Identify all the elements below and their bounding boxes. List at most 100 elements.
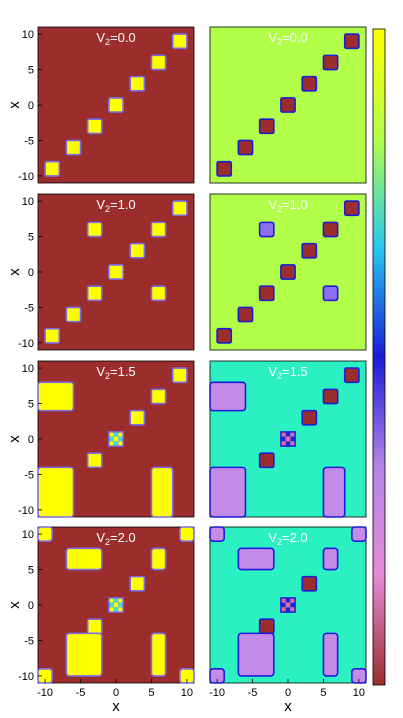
diag-block-left-r0-1 (65, 139, 82, 156)
checker-cell-right-r2-00 (280, 431, 286, 437)
ytick-label-r2: 5 (28, 399, 34, 411)
checker-cell-right-r3-22 (290, 607, 296, 613)
big-block-left-r2-0 (37, 466, 75, 518)
checker-cell-right-r3-11 (285, 602, 291, 608)
checker-cell-right-r2-11 (285, 436, 291, 442)
ytick-label-r0: 0 (28, 100, 34, 112)
checker-cell-left-r2-10 (113, 431, 119, 437)
diag-block-left-r1-4 (129, 242, 146, 259)
panel-title-right-r2: V2=1.5 (268, 364, 307, 381)
ytick-label-r3: -10 (18, 671, 34, 683)
panel-title-left-r1: V2=1.0 (96, 197, 135, 214)
y-axis-label-r2: x (6, 435, 23, 443)
diag-block-left-r1-0 (44, 327, 61, 344)
xtick-label-c1: 0 (285, 687, 291, 699)
checker-cell-left-r3-12 (113, 607, 119, 613)
diag-block-left-r2-0 (86, 452, 103, 469)
diag-block-right-r1-0 (216, 327, 233, 344)
ytick-label-r2: 0 (28, 434, 34, 446)
checker-cell-right-r2-10 (285, 431, 291, 437)
checker-cell-left-r2-22 (118, 441, 124, 447)
xtick-label-c1: 10 (353, 687, 365, 699)
ytick-label-r3: 0 (28, 600, 34, 612)
checker-cell-left-r3-10 (113, 597, 119, 603)
checker-cell-left-r3-21 (118, 602, 124, 608)
xtick-label-c0: -10 (37, 687, 53, 699)
checker-cell-left-r2-21 (118, 436, 124, 442)
diag-block-right-r1-4 (301, 242, 318, 259)
checker-cell-right-r2-22 (290, 441, 296, 447)
diag-block-right-r0-5 (322, 54, 339, 71)
ytick-label-r0: 10 (22, 29, 34, 41)
big-block-right-r3-2 (237, 547, 275, 571)
offdiag-block-left-r1-1 (150, 285, 167, 302)
y-axis-label-r0: x (6, 101, 23, 109)
checker-cell-right-r3-02 (280, 607, 286, 613)
checker-cell-right-r2-21 (290, 436, 296, 442)
diag-block-left-r0-2 (86, 118, 103, 135)
checker-cell-left-r3-20 (118, 597, 124, 603)
ytick-label-r2: -5 (24, 469, 34, 481)
checker-cell-left-r2-00 (108, 431, 114, 437)
xtick-label-c1: -10 (209, 687, 225, 699)
diag-block-right-r0-2 (258, 118, 275, 135)
big-block-left-r3-3 (150, 547, 167, 571)
big-block-right-r3-3 (322, 547, 339, 571)
checker-cell-left-r3-02 (108, 607, 114, 613)
panel-title-left-r2: V2=1.5 (96, 364, 135, 381)
diag-block-right-r0-0 (216, 160, 233, 177)
checker-cell-left-r3-00 (108, 597, 114, 603)
x-axis-label-c0: x (112, 698, 120, 715)
ytick-label-r2: -10 (18, 505, 34, 517)
big-block-left-r3-1 (150, 632, 167, 677)
diag-block-right-r2-2 (322, 388, 339, 405)
diag-block-left-r1-3 (108, 264, 124, 280)
big-block-right-r2-0 (209, 466, 247, 518)
diag-block-left-r3-0 (86, 618, 103, 635)
diag-block-right-r2-0 (258, 452, 275, 469)
ytick-label-r0: 5 (28, 65, 34, 77)
diag-block-right-r1-2 (258, 285, 275, 302)
checker-cell-left-r2-11 (113, 436, 119, 442)
diag-block-right-r0-6 (343, 33, 360, 50)
ytick-label-r1: 0 (28, 267, 34, 279)
diag-block-left-r0-3 (108, 97, 124, 113)
diag-block-left-r1-6 (171, 200, 188, 217)
diag-block-left-r0-4 (129, 75, 146, 92)
diag-block-left-r1-2 (86, 285, 103, 302)
diag-block-left-r1-5 (150, 221, 167, 238)
diag-block-left-r0-0 (44, 160, 61, 177)
big-block-right-r2-1 (209, 381, 247, 412)
diag-block-right-r1-1 (237, 306, 254, 323)
panel-title-left-r3: V2=2.0 (96, 530, 135, 547)
checker-outline-left-r3 (108, 597, 124, 613)
checker-cell-right-r2-01 (280, 436, 286, 442)
big-block-right-r3-0 (237, 632, 275, 677)
xtick-label-c0: 0 (113, 687, 119, 699)
y-axis-label-r1: x (6, 268, 23, 276)
ytick-label-r2: 10 (22, 363, 34, 375)
diag-block-right-r1-3 (280, 264, 296, 280)
y-axis-label-r3: x (6, 601, 23, 609)
x-axis-label-c1: x (284, 698, 292, 715)
big-block-left-r3-2 (65, 547, 103, 571)
panel-title-right-r1: V2=1.0 (268, 197, 307, 214)
diag-block-left-r0-5 (150, 54, 167, 71)
ytick-label-r0: -10 (18, 171, 34, 183)
big-block-right-r3-6 (209, 526, 225, 542)
ytick-label-r1: 5 (28, 232, 34, 244)
xtick-label-c0: -5 (76, 687, 86, 699)
panel-title-right-r3: V2=2.0 (268, 530, 307, 547)
panel-title-right-r0: V2=0.0 (268, 30, 307, 47)
checker-cell-right-r3-01 (280, 602, 286, 608)
ytick-label-r0: -5 (24, 135, 34, 147)
checker-cell-right-r2-02 (280, 441, 286, 447)
ytick-label-r1: 10 (22, 196, 34, 208)
xtick-label-c0: 5 (148, 687, 154, 699)
xtick-label-c1: 5 (320, 687, 326, 699)
diag-block-right-r3-1 (301, 575, 318, 592)
offdiag-block-right-r1-0 (258, 221, 275, 238)
offdiag-block-right-r1-1 (322, 285, 339, 302)
diag-block-left-r2-3 (171, 367, 188, 384)
diag-block-right-r2-1 (301, 409, 318, 426)
